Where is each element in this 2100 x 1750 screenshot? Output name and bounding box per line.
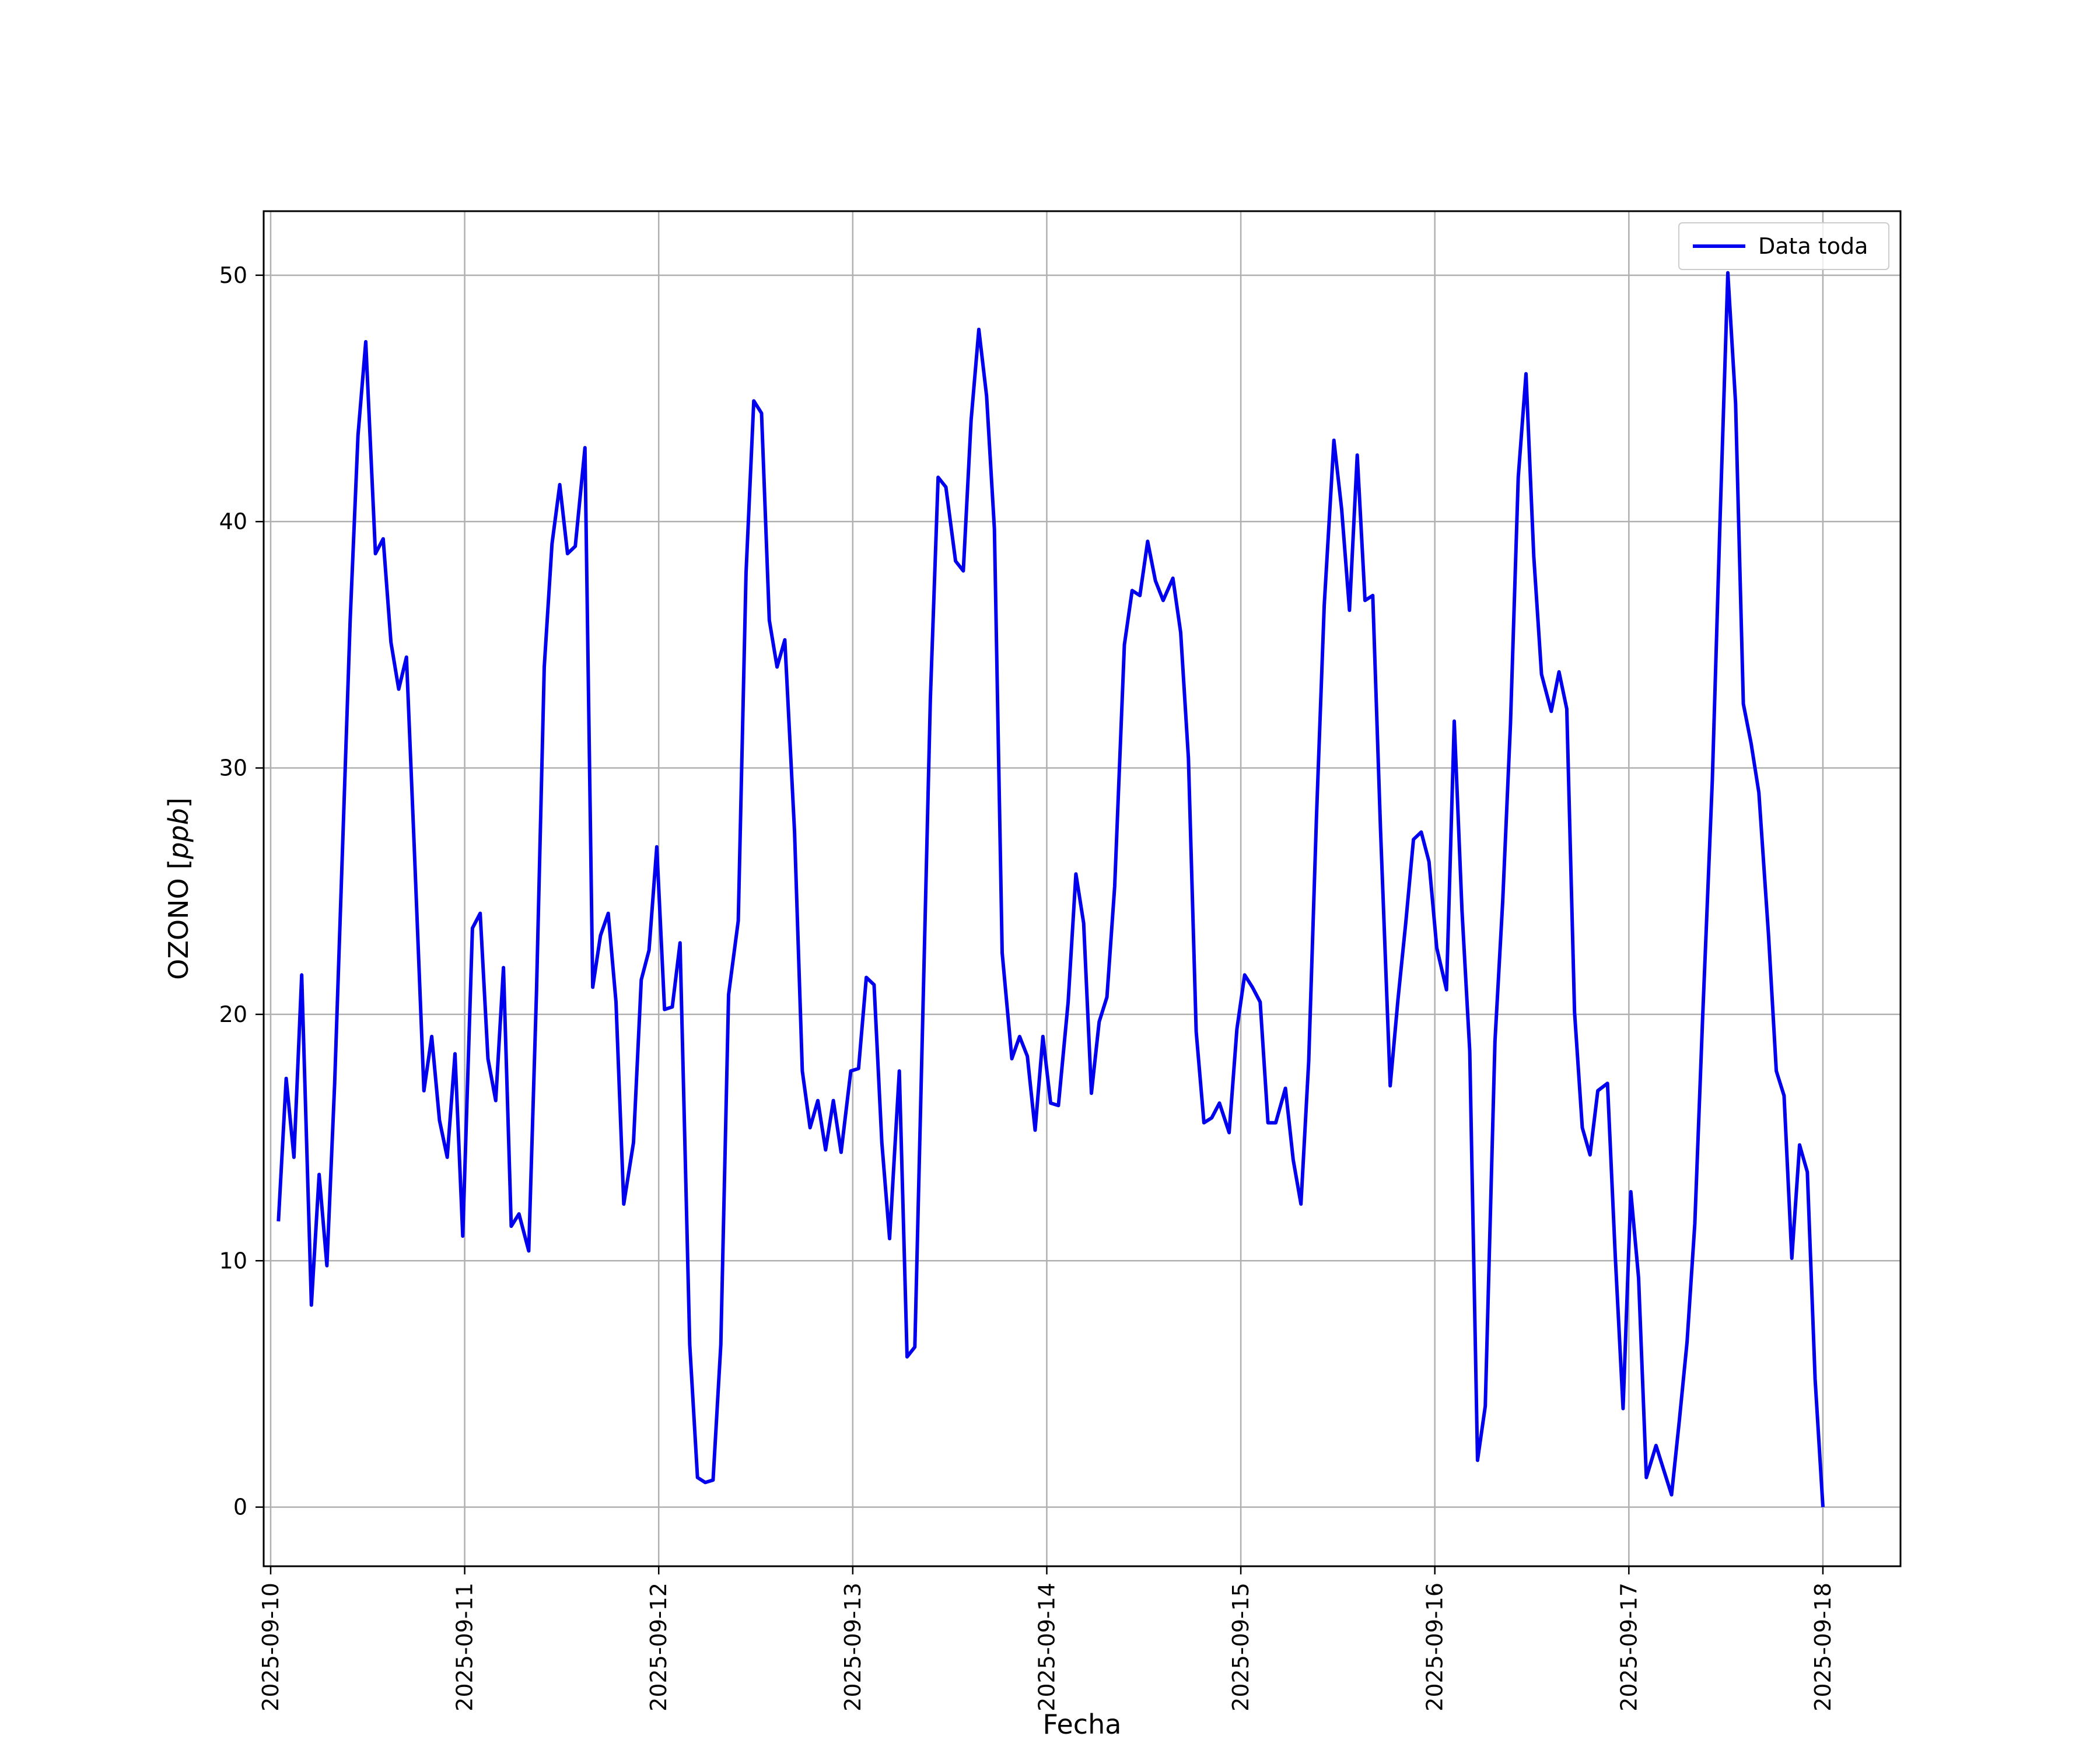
legend-label: Data toda: [1758, 233, 1868, 259]
x-tick-label: 2025-09-13: [840, 1583, 866, 1712]
y-axis: 0 10 20 30 40 50: [219, 262, 264, 1520]
x-tick-label: 2025-09-11: [452, 1583, 478, 1712]
y-axis-label-unit: ppb: [163, 808, 194, 860]
y-axis-label-main: OZONO [: [163, 859, 194, 980]
series-line-data-toda: [276, 271, 1825, 1507]
y-axis-label: OZONO [ppb]: [163, 797, 194, 980]
x-tick-label: 2025-09-12: [646, 1583, 671, 1712]
legend-box: [1678, 222, 1889, 270]
plot-frame: [262, 210, 1902, 1567]
y-tick-label: 10: [219, 1248, 247, 1273]
x-tick-label: 2025-09-18: [1810, 1583, 1836, 1712]
series-layer: [276, 271, 1825, 1507]
y-tick-label: 30: [219, 755, 247, 781]
x-tick-label: 2025-09-16: [1422, 1583, 1448, 1712]
x-tick-label: 2025-09-10: [258, 1583, 284, 1712]
y-tick-label: 20: [219, 1002, 247, 1027]
x-axis-label: Fecha: [1043, 1709, 1122, 1740]
x-tick-label: 2025-09-14: [1034, 1583, 1059, 1712]
y-axis-label-end: ]: [163, 797, 194, 808]
x-tick-label: 2025-09-15: [1228, 1583, 1254, 1712]
y-tick-label: 0: [233, 1494, 247, 1520]
y-tick-label: 40: [219, 509, 247, 534]
x-tick-label: 2025-09-17: [1616, 1583, 1642, 1712]
y-tick-label: 50: [219, 262, 247, 288]
x-axis: 2025-09-10 2025-09-11 2025-09-12 2025-09-13…: [258, 1566, 1836, 1712]
legend: Data toda: [1678, 222, 1889, 270]
